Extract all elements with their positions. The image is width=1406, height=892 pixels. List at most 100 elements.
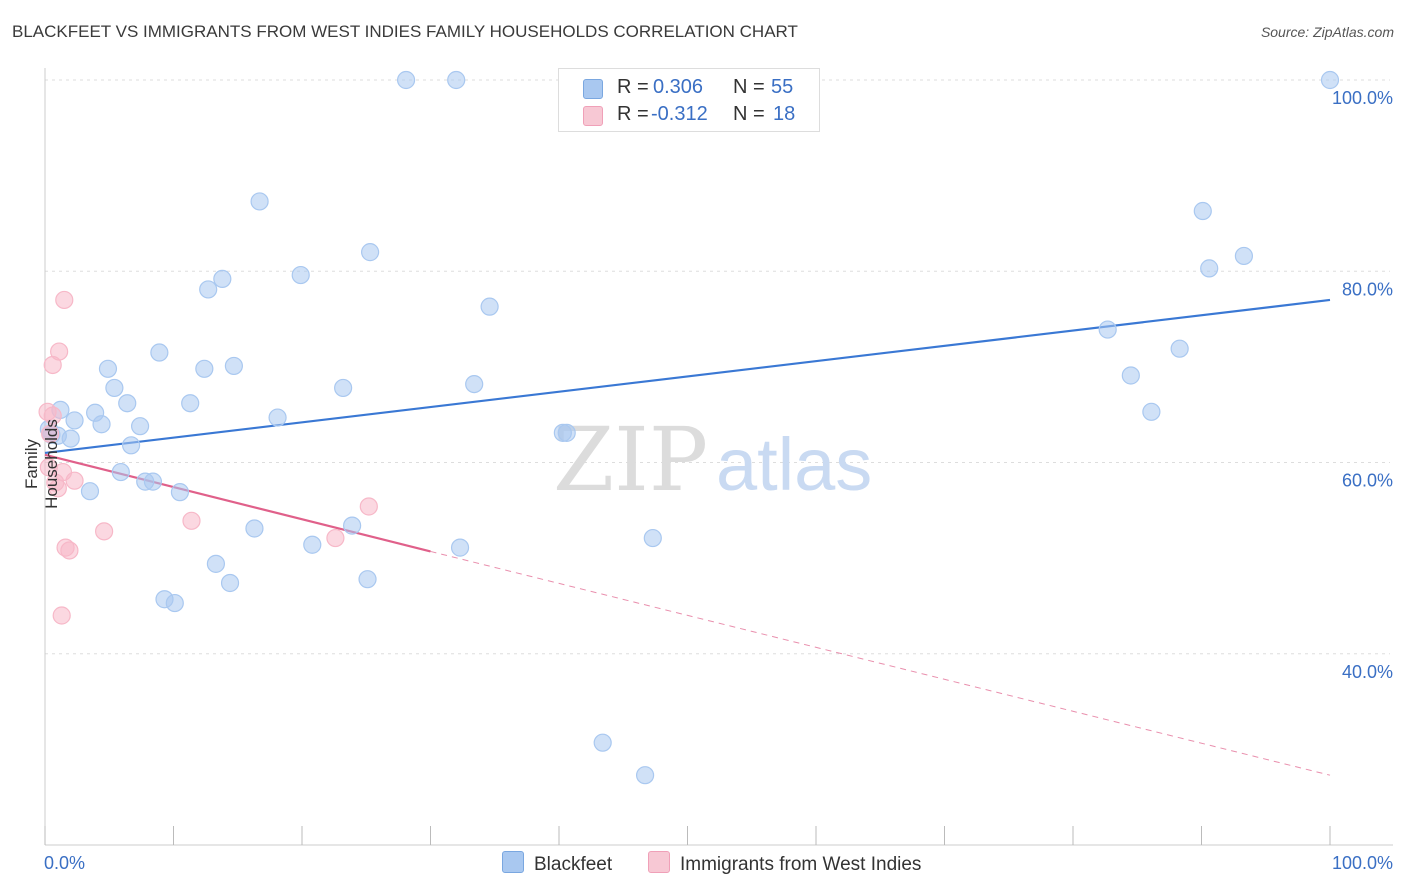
blackfeet-trend-line [44,298,1331,455]
y-tick-label: 40.0% [1342,662,1393,682]
n-value: 18 [773,103,796,125]
blackfeet-point [105,378,124,398]
r-label: R = [617,76,649,98]
blackfeet-legend-swatch [502,851,524,873]
stats-legend-row-blackfeet: R = 0.306 N = 55 [559,76,817,102]
blackfeet-point [250,192,269,211]
blackfeet-point [593,733,612,752]
west-indies-point [55,290,74,310]
blackfeet-point [268,408,287,427]
blackfeet-point [80,482,100,501]
west-indies-point [60,541,79,560]
west-indies-point [182,511,201,530]
west-indies-point [39,458,58,477]
watermark-zip: ZIP [553,408,708,511]
west-indies-point [95,522,114,541]
r-value: -0.312 [651,103,708,125]
watermark-atlas: atlas [716,423,872,506]
n-value: 55 [771,76,794,98]
stats-legend-row-west-indies: R = -0.312 N = 18 [559,103,817,129]
blackfeet-point [358,570,377,589]
watermark: ZIP atlas [553,408,872,511]
blackfeet-point [98,359,118,378]
blackfeet-point [1121,366,1140,385]
blackfeet-point [450,538,470,557]
blackfeet-point [61,429,80,448]
blackfeet-point [199,280,218,299]
stats-legend: R = 0.306 N = 55 R = -0.312 N = 18 [558,68,820,132]
blackfeet-point [118,394,137,413]
legend-item-west-indies: Immigrants from West Indies [648,851,921,876]
west-indies-point [50,342,69,361]
blackfeet-point [213,269,232,288]
west-indies-point [43,406,62,425]
points-layer [38,70,1340,785]
trend-layer [44,298,1331,776]
legend-label: Blackfeet [534,854,613,875]
blackfeet-point [334,378,353,398]
west-indies-point [326,528,345,548]
legend-item-blackfeet: Blackfeet [502,851,612,876]
x-tick-label: 100.0% [1332,853,1393,873]
y-tick-label: 100.0% [1332,88,1393,108]
blackfeet-point [65,411,84,430]
west-indies-trend-line [44,453,431,553]
blackfeet-point [181,394,200,413]
tick-label-layer: 40.0% 60.0% 80.0% 100.0% 0.0% 100.0% [44,88,1393,873]
west-indies-point [41,424,60,443]
blackfeet-point [1193,201,1212,221]
west-indies-trend-extension [430,550,1331,776]
blackfeet-point [130,417,150,436]
blackfeet-point [635,766,655,785]
axes-layer [44,68,1393,846]
blackfeet-point [361,243,380,262]
blackfeet-point [1142,402,1161,421]
west-indies-point [48,479,67,498]
blackfeet-point [1098,320,1117,339]
west-indies-point [52,606,71,625]
west-indies-legend-swatch [648,851,670,873]
chart-source: Source: ZipAtlas.com [1260,24,1394,40]
y-tick-label: 80.0% [1342,279,1393,299]
blackfeet-point [1170,339,1189,358]
r-label: R = [617,103,649,125]
blackfeet-point [206,554,226,573]
n-label: N = [733,76,765,98]
blackfeet-point [557,423,576,442]
chart-title: BLACKFEET VS IMMIGRANTS FROM WEST INDIES… [12,22,798,41]
blackfeet-point [92,415,111,434]
blackfeet-point [150,343,169,362]
blackfeet-point [291,265,310,285]
blackfeet-point [643,528,662,548]
blackfeet-point [447,70,466,90]
y-axis-label: Family Households [22,419,61,509]
blackfeet-point [1200,259,1219,278]
legend-label: Immigrants from West Indies [680,854,922,875]
blackfeet-point [220,573,240,593]
west-indies-point [359,497,378,516]
blackfeet-point [1320,70,1340,90]
n-label: N = [733,103,765,125]
blackfeet-point [121,436,141,455]
blackfeet-point [1234,246,1254,266]
grid-layer [45,79,1390,655]
blackfeet-point [111,462,130,482]
blackfeet-point [195,359,214,378]
blackfeet-point [170,483,190,502]
x-tick-label: 0.0% [44,853,85,873]
west-indies-swatch [583,106,603,126]
y-tick-label: 60.0% [1342,471,1393,491]
r-value: 0.306 [653,76,704,98]
blackfeet-point [165,593,184,613]
blackfeet-point [303,535,322,554]
west-indies-point [65,471,84,490]
blackfeet-point [343,516,362,535]
blackfeet-swatch [583,79,603,99]
blackfeet-point [224,356,243,376]
blackfeet-point [143,472,163,491]
blackfeet-point [465,374,484,394]
blackfeet-point [396,70,416,90]
blackfeet-point [480,297,499,316]
blackfeet-point [245,519,264,538]
